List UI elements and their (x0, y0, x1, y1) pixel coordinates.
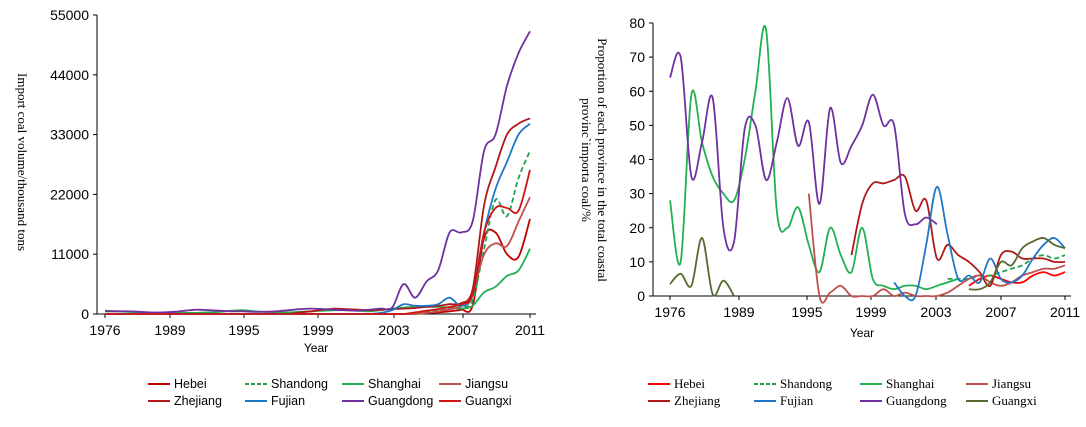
left-series-line-fujian (105, 123, 531, 315)
left-x-tick-label: 1995 (228, 322, 259, 338)
right-x-tick-label: 1995 (791, 304, 822, 320)
right-series-line-hebei (968, 271, 1066, 287)
left-x-tick-label: 2011 (515, 322, 545, 338)
right-x-tick-label: 2003 (920, 304, 951, 320)
right-legend-label: Jiangsu (992, 376, 1032, 391)
left-series-line-zhejiang (105, 117, 531, 316)
right-x-tick-label: 2007 (985, 304, 1016, 320)
left-series-line-guangxi (105, 169, 531, 316)
right-y-tick-label: 60 (629, 83, 645, 99)
left-x-tick-label: 2007 (447, 322, 478, 338)
left-y-tick-label: 11000 (51, 246, 89, 262)
left-y-tick-label: 0 (81, 306, 89, 322)
right-legend-label: Hebei (674, 376, 705, 391)
right-y-tick-label: 40 (629, 152, 645, 168)
left-x-tick-label: 1999 (302, 322, 333, 338)
right-y-tick-label: 10 (629, 254, 645, 270)
left-y-ticks: 0 11000 22000 33000 44000 55000 (50, 7, 97, 322)
left-y-tick-label: 44000 (50, 67, 89, 83)
right-y-axis-title-line1: Proportion of each province in the total… (595, 38, 610, 282)
right-legend-label: Guangxi (992, 393, 1037, 408)
left-legend-label: Zhejiang (174, 394, 222, 408)
right-x-tick-label: 1999 (855, 304, 886, 320)
right-y-tick-label: 50 (629, 117, 645, 133)
left-legend-label: Shandong (271, 377, 328, 391)
left-series-line-jiangsu (105, 196, 531, 315)
right-y-axis-title-line2: provinc`importa coal/% (579, 98, 594, 222)
right-y-tick-label: 70 (629, 49, 645, 65)
left-legend-label: Shanghai (368, 377, 421, 391)
right-y-tick-label: 80 (629, 15, 645, 31)
left-x-ticks: 1976 1989 1995 1999 2003 2007 2011 (89, 314, 545, 338)
left-series-line-hebei (105, 218, 531, 315)
left-x-tick-label: 1989 (154, 322, 185, 338)
right-x-tick-label: 2011 (1050, 304, 1080, 320)
left-x-tick-label: 2003 (378, 322, 409, 338)
right-legend: Hebei Shandong Shanghai Jiangsu Zhejiang Fuji… (648, 376, 1037, 408)
right-series-line-guangdong (669, 51, 938, 252)
right-y-tick-label: 30 (629, 186, 645, 202)
right-chart: 0 10 20 30 40 50 60 70 80 1976 1989 1995 1999 2003 20… (579, 15, 1080, 408)
left-x-axis-title: Year (304, 341, 328, 355)
left-legend-label: Guangxi (465, 394, 512, 408)
left-y-tick-label: 55000 (50, 7, 89, 23)
right-legend-label: Fujian (780, 393, 814, 408)
right-legend-label: Shandong (780, 376, 833, 391)
left-legend-label: Fujian (271, 394, 305, 408)
right-y-ticks: 0 10 20 30 40 50 60 70 80 (629, 15, 653, 304)
right-x-tick-label: 1989 (723, 304, 754, 320)
right-series-line-guangxi (968, 237, 1066, 291)
right-series-line-guangxi (669, 237, 735, 297)
right-x-axis-title: Year (850, 326, 874, 340)
right-legend-label: Zhejiang (674, 393, 721, 408)
right-series-group (669, 25, 1066, 304)
right-legend-label: Shanghai (886, 376, 935, 391)
left-y-tick-label: 33000 (50, 127, 89, 143)
right-series-line-zhejiang (850, 173, 1066, 288)
left-series-group (104, 30, 531, 316)
right-x-tick-label: 1976 (654, 304, 685, 320)
left-x-tick-label: 1976 (89, 322, 120, 338)
left-legend: Hebei Shandong Shanghai Jiangsu Zhejiang Fuji… (148, 377, 512, 408)
left-y-tick-label: 22000 (50, 186, 89, 202)
left-legend-label: Jiangsu (465, 377, 508, 391)
right-legend-label: Guangdong (886, 393, 947, 408)
right-series-line-fujian (893, 185, 1066, 302)
left-legend-label: Guangdong (368, 394, 433, 408)
right-series-line-shanghai (669, 25, 959, 291)
right-y-tick-label: 20 (629, 220, 645, 236)
left-legend-label: Hebei (174, 377, 207, 391)
left-y-axis-title: Import coal volume/thousand tons (15, 73, 30, 251)
left-series-line-guangdong (105, 30, 531, 314)
right-y-tick-label: 0 (637, 288, 645, 304)
right-x-ticks: 1976 1989 1995 1999 2003 2007 2011 (654, 296, 1080, 320)
